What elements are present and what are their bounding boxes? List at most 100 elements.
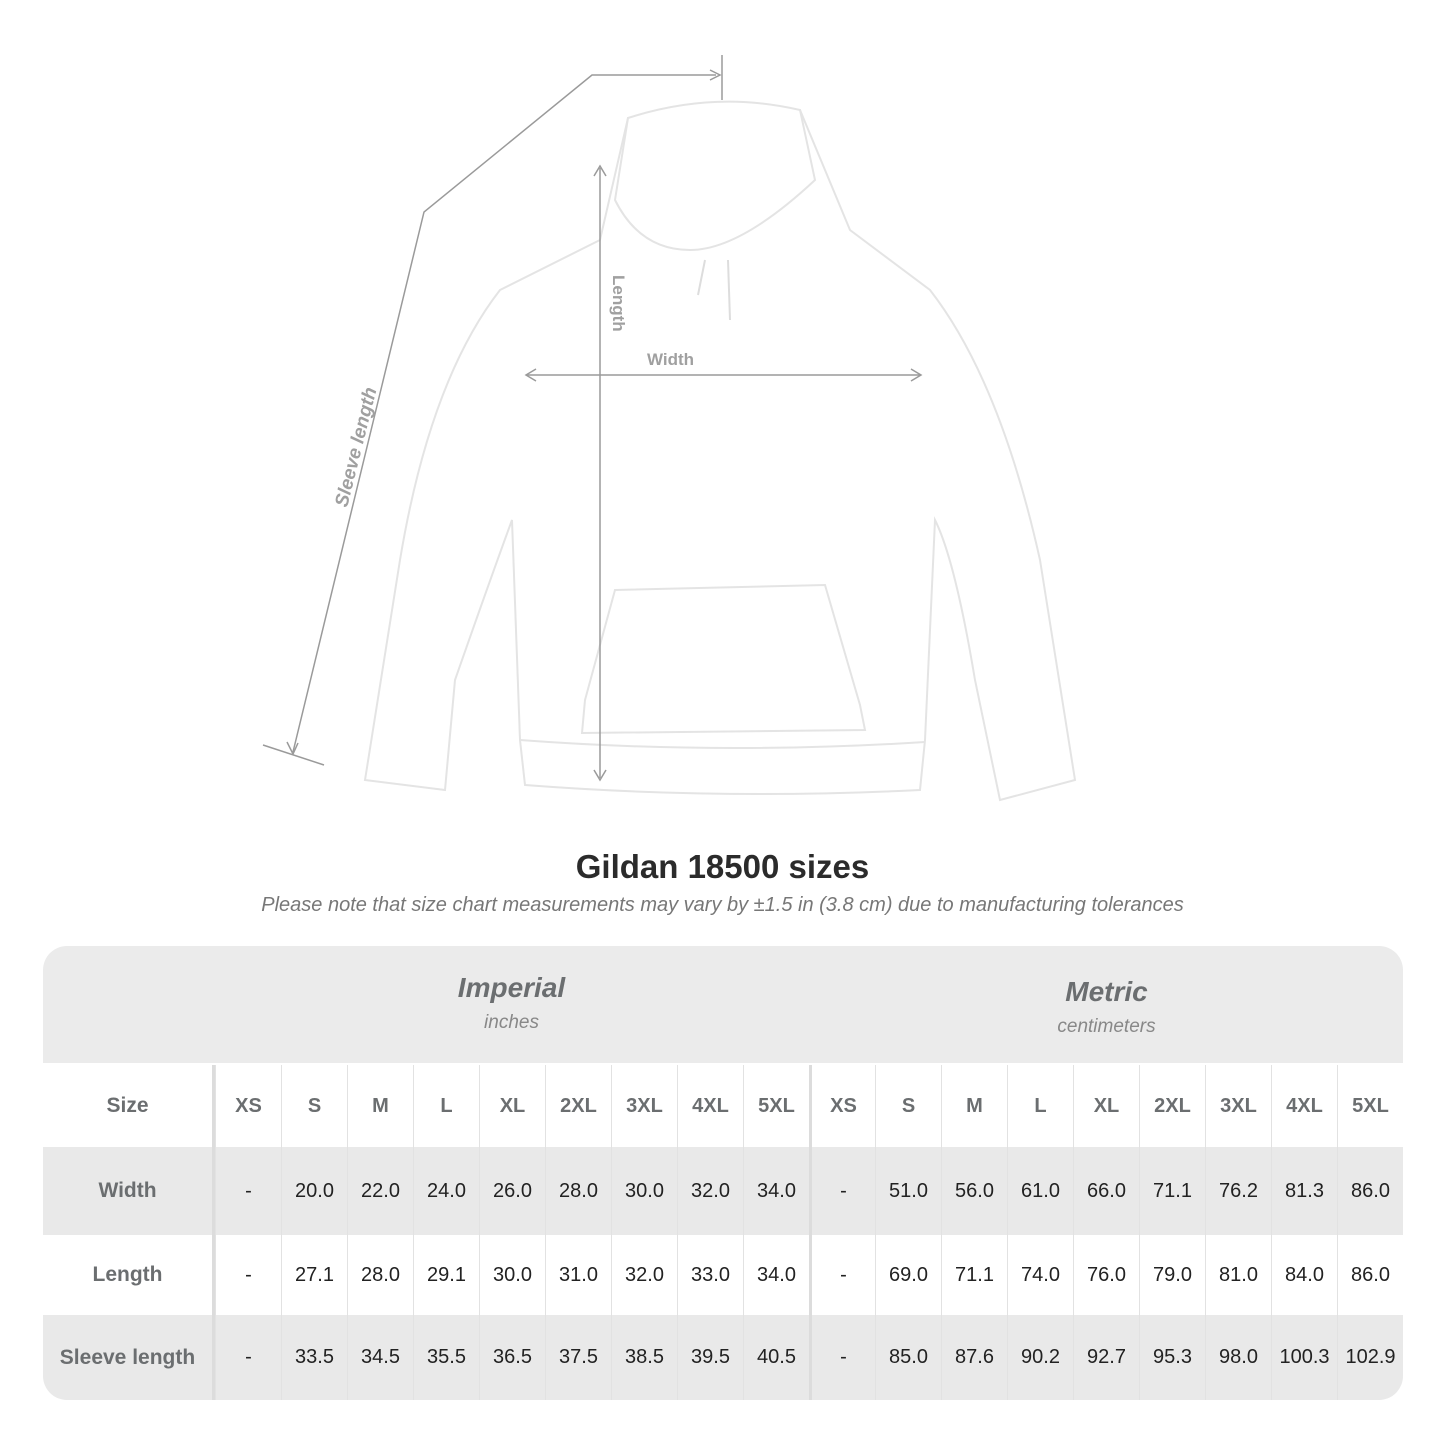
metric-title: Metric xyxy=(1065,976,1148,1007)
metric-header: Metric centimeters xyxy=(810,976,1403,1093)
metric-value: 66.0 xyxy=(1073,1147,1139,1235)
size-header-cell: XS xyxy=(809,1065,875,1147)
metric-value: 74.0 xyxy=(1007,1235,1073,1315)
imperial-value: 39.5 xyxy=(677,1315,743,1400)
imperial-value: 31.0 xyxy=(545,1235,611,1315)
size-header-cell: 5XL xyxy=(743,1065,809,1147)
hoodie-body xyxy=(363,108,1077,802)
metric-value: 92.7 xyxy=(1073,1315,1139,1400)
size-header-cell: S xyxy=(281,1065,347,1147)
imperial-value: 33.0 xyxy=(677,1235,743,1315)
metric-value: - xyxy=(809,1315,875,1400)
imperial-value: 35.5 xyxy=(413,1315,479,1400)
metric-value: 76.0 xyxy=(1073,1235,1139,1315)
size-header-cell: XL xyxy=(1073,1065,1139,1147)
size-header-cell: XS xyxy=(215,1065,281,1147)
imperial-value: 34.0 xyxy=(743,1147,809,1235)
hoodie-pocket xyxy=(580,583,867,735)
imperial-value: 28.0 xyxy=(545,1147,611,1235)
page-title: Gildan 18500 sizes xyxy=(575,848,870,885)
table-row-length: Length -27.1 28.0 29.1 30.0 31.0 32.0 33.0 34.0-… xyxy=(43,1235,1403,1315)
hoodie-drawstrings xyxy=(697,259,731,321)
imperial-value: 38.5 xyxy=(611,1315,677,1400)
imperial-value: 30.0 xyxy=(479,1235,545,1315)
sleeve-length-label: Sleeve length xyxy=(331,385,381,509)
size-header-cell: L xyxy=(1007,1065,1073,1147)
metric-value: - xyxy=(809,1147,875,1235)
size-header-cell: 4XL xyxy=(677,1065,743,1147)
hoodie-hood xyxy=(613,100,817,252)
size-header-cell: 2XL xyxy=(545,1065,611,1147)
table-row-width: Width -20.0 22.0 24.0 26.0 28.0 30.0 32.0 34.0-5… xyxy=(43,1147,1403,1235)
size-header-cell: 3XL xyxy=(1205,1065,1271,1147)
metric-value: 81.0 xyxy=(1205,1235,1271,1315)
imperial-unit: inches xyxy=(484,1012,539,1033)
imperial-value: 20.0 xyxy=(281,1147,347,1235)
sleeve-start-tick xyxy=(262,744,325,766)
metric-value: 51.0 xyxy=(875,1147,941,1235)
size-header-cell: 5XL xyxy=(1337,1065,1403,1147)
size-header-cell: L xyxy=(413,1065,479,1147)
measurement-lines xyxy=(262,55,923,782)
imperial-header: Imperial inches xyxy=(215,972,808,1089)
imperial-value: 32.0 xyxy=(611,1235,677,1315)
width-label: Width xyxy=(647,350,694,369)
imperial-value: 22.0 xyxy=(347,1147,413,1235)
metric-value: 71.1 xyxy=(1139,1147,1205,1235)
size-header-row: Size XS S M L XL 2XL 3XL 4XL 5XL XS S M L XL 2XL 3XL 4XL 5… xyxy=(43,1065,1403,1147)
row-label: Length xyxy=(43,1235,215,1315)
metric-value: 56.0 xyxy=(941,1147,1007,1235)
size-header-cell: 2XL xyxy=(1139,1065,1205,1147)
imperial-value: 27.1 xyxy=(281,1235,347,1315)
imperial-value: 26.0 xyxy=(479,1147,545,1235)
hoodie-image xyxy=(363,100,1077,802)
imperial-value: 37.5 xyxy=(545,1315,611,1400)
arrowheads xyxy=(286,69,923,782)
metric-value: 102.9 xyxy=(1337,1315,1403,1400)
metric-value: 79.0 xyxy=(1139,1235,1205,1315)
metric-value: 76.2 xyxy=(1205,1147,1271,1235)
metric-value: 86.0 xyxy=(1337,1147,1403,1235)
metric-value: 87.6 xyxy=(941,1315,1007,1400)
hoodie-waistband xyxy=(519,739,926,750)
row-label: Width xyxy=(43,1147,215,1235)
size-table: Imperial inches Metric centimeters Size X… xyxy=(43,946,1403,1400)
imperial-value: 24.0 xyxy=(413,1147,479,1235)
tolerance-note: Please note that size chart measurements… xyxy=(261,894,1184,916)
metric-value: 98.0 xyxy=(1205,1315,1271,1400)
size-header-cell: 3XL xyxy=(611,1065,677,1147)
imperial-value: 33.5 xyxy=(281,1315,347,1400)
metric-value: 84.0 xyxy=(1271,1235,1337,1315)
length-label: Length xyxy=(609,275,628,332)
metric-value: 85.0 xyxy=(875,1315,941,1400)
metric-value: 100.3 xyxy=(1271,1315,1337,1400)
imperial-value: 34.5 xyxy=(347,1315,413,1400)
metric-value: 90.2 xyxy=(1007,1315,1073,1400)
size-header-cell: M xyxy=(347,1065,413,1147)
imperial-value: - xyxy=(215,1315,281,1400)
size-header-cell: XL xyxy=(479,1065,545,1147)
imperial-value: 29.1 xyxy=(413,1235,479,1315)
imperial-value: - xyxy=(215,1147,281,1235)
table-row-sleeve-length: Sleeve length -33.5 34.5 35.5 36.5 37.5 38.5 39… xyxy=(43,1315,1403,1400)
imperial-value: 36.5 xyxy=(479,1315,545,1400)
size-header-cell: 4XL xyxy=(1271,1065,1337,1147)
metric-unit: centimeters xyxy=(1057,1016,1156,1037)
metric-value: 81.3 xyxy=(1271,1147,1337,1235)
imperial-value: 40.5 xyxy=(743,1315,809,1400)
table-header: Imperial inches Metric centimeters xyxy=(43,946,1403,1063)
imperial-value: 32.0 xyxy=(677,1147,743,1235)
hoodie-illustration: Sleeve length Length Width xyxy=(262,55,1077,802)
size-header-cell: M xyxy=(941,1065,1007,1147)
imperial-value: 34.0 xyxy=(743,1235,809,1315)
imperial-title: Imperial xyxy=(457,972,566,1003)
row-label: Sleeve length xyxy=(43,1315,215,1400)
sleeve-length-line xyxy=(292,74,716,753)
metric-value: 69.0 xyxy=(875,1235,941,1315)
metric-value: 61.0 xyxy=(1007,1147,1073,1235)
metric-value: 86.0 xyxy=(1337,1235,1403,1315)
metric-value: 71.1 xyxy=(941,1235,1007,1315)
imperial-value: - xyxy=(215,1235,281,1315)
size-header-cell: S xyxy=(875,1065,941,1147)
imperial-value: 30.0 xyxy=(611,1147,677,1235)
